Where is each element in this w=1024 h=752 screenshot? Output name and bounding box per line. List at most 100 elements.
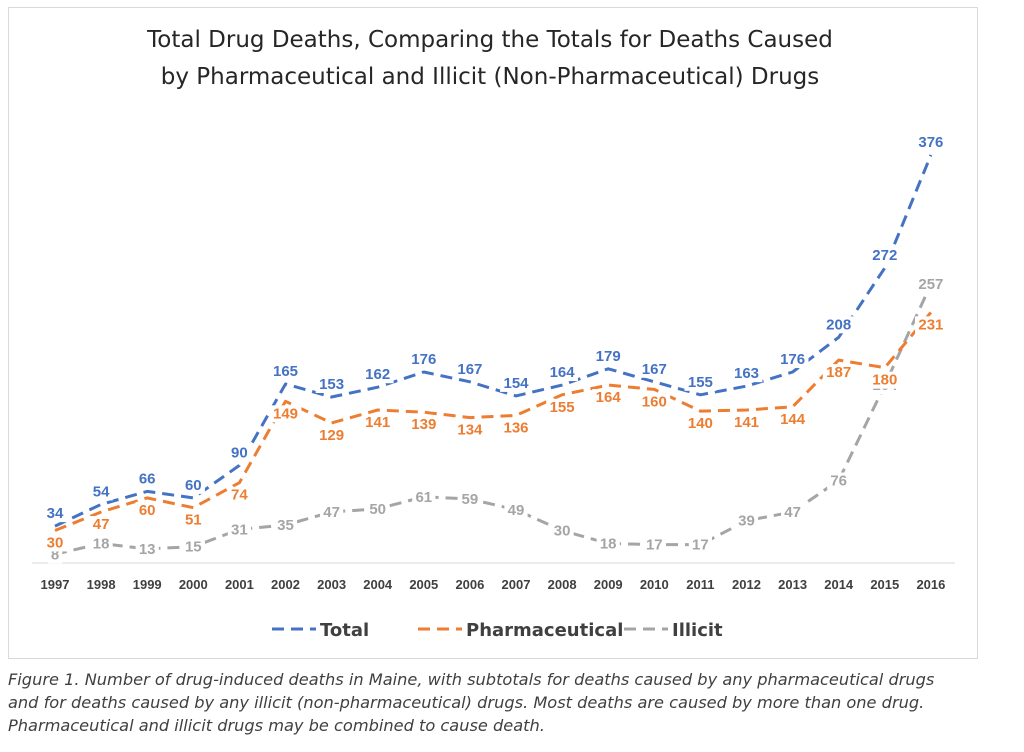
data-label-bg [596, 535, 620, 553]
data-label-bg [546, 364, 578, 382]
data-label-pharmaceutical: 47 [93, 516, 110, 533]
data-label-bg [135, 470, 159, 488]
data-label-bg [781, 504, 805, 522]
data-label-bg [592, 347, 625, 365]
data-label-total: 167 [457, 361, 482, 378]
chart-frame [8, 7, 978, 659]
data-label-illicit: 30 [554, 522, 571, 539]
data-label-total: 154 [503, 375, 529, 392]
data-label-bg [500, 419, 532, 437]
x-tick-label: 2006 [455, 577, 484, 592]
data-label-pharmaceutical: 140 [688, 415, 713, 432]
x-tick-label: 2008 [548, 577, 577, 592]
chart-title-line-1: Total Drug Deaths, Comparing the Totals … [147, 27, 833, 53]
data-label-illicit: 8 [51, 546, 59, 563]
x-tick-label: 2012 [732, 577, 761, 592]
data-label-total: 66 [139, 470, 156, 487]
data-label-total: 153 [319, 376, 344, 393]
chart-title-line-2: by Pharmaceutical and Illicit (Non-Pharm… [160, 64, 820, 90]
data-label-bg [776, 351, 809, 369]
x-tick-label: 2007 [502, 577, 531, 592]
data-label-bg [730, 414, 763, 432]
x-tick-label: 2004 [363, 577, 393, 592]
data-label-bg [454, 421, 486, 439]
data-label-pharmaceutical: 149 [273, 405, 298, 422]
data-label-pharmaceutical: 139 [411, 416, 436, 433]
data-label-illicit: 35 [277, 517, 294, 534]
data-label-total: 376 [918, 134, 943, 151]
data-label-illicit: 17 [692, 537, 709, 554]
data-label-illicit: 47 [784, 504, 801, 521]
data-label-illicit: 17 [646, 537, 663, 554]
data-label-pharmaceutical: 141 [734, 414, 759, 431]
data-label-pharmaceutical: 164 [596, 389, 622, 406]
data-label-pharmaceutical: 136 [503, 419, 528, 436]
data-label-pharmaceutical: 60 [139, 502, 156, 519]
data-label-bg [43, 534, 67, 552]
x-tick-label: 2013 [778, 577, 807, 592]
data-label-total: 54 [93, 483, 110, 500]
data-label-pharmaceutical: 160 [642, 393, 667, 410]
data-label-pharmaceutical: 51 [185, 512, 202, 529]
data-label-total: 167 [642, 361, 667, 378]
data-label-bg [550, 522, 574, 540]
data-label-bg [822, 316, 855, 334]
data-label-pharmaceutical: 129 [319, 427, 344, 444]
data-label-bg [320, 504, 344, 522]
data-label-illicit: 76 [830, 473, 847, 490]
x-tick-label: 2000 [179, 577, 208, 592]
x-tick-label: 2011 [686, 577, 714, 592]
data-label-bg [227, 521, 251, 539]
data-label-total: 165 [273, 363, 298, 380]
data-label-illicit: 31 [231, 521, 248, 538]
data-label-bg [181, 538, 205, 556]
data-label-bg [915, 134, 947, 152]
data-label-illicit: 257 [918, 276, 943, 293]
caption-line-3: Pharmaceutical and illicit drugs may be … [8, 716, 545, 735]
data-label-total: 176 [780, 351, 805, 368]
data-label-bg [868, 371, 901, 389]
x-tick-label: 2005 [409, 577, 438, 592]
data-label-illicit: 39 [738, 513, 755, 530]
data-label-bg [269, 405, 302, 423]
data-label-bg [868, 246, 901, 264]
caption-line-1: Figure 1. Number of drug-induced deaths … [8, 670, 935, 689]
data-label-bg [315, 427, 348, 445]
data-label-bg [915, 316, 947, 334]
data-label-bg [227, 444, 251, 462]
data-label-pharmaceutical: 141 [365, 414, 390, 431]
data-label-pharmaceutical: 155 [550, 399, 575, 416]
data-label-bg [638, 393, 671, 411]
data-label-total: 34 [47, 505, 64, 522]
data-label-bg [827, 472, 851, 490]
caption-line-2: and for deaths caused by any illicit (no… [8, 693, 925, 712]
data-label-bg [822, 364, 855, 382]
data-label-bg [89, 535, 113, 553]
data-label-bg [227, 486, 251, 504]
x-tick-label: 2014 [824, 577, 854, 592]
data-label-total: 164 [550, 364, 576, 381]
data-label-bg [89, 516, 113, 534]
x-tick-label: 1998 [87, 577, 116, 592]
data-label-pharmaceutical: 134 [457, 422, 483, 439]
data-label-bg [89, 483, 113, 501]
x-tick-label: 2002 [271, 577, 300, 592]
data-label-bg [181, 476, 205, 494]
data-label-bg [273, 517, 298, 535]
data-label-bg [181, 511, 205, 529]
data-label-bg [684, 415, 717, 433]
data-label-illicit: 18 [93, 535, 110, 552]
legend-label-illicit: Illicit [672, 620, 723, 641]
data-label-bg [730, 365, 763, 383]
data-label-pharmaceutical: 231 [918, 316, 943, 333]
data-label-bg [366, 500, 390, 518]
data-label-bg [361, 414, 394, 432]
series-line-total [54, 154, 933, 528]
x-tick-label: 2009 [594, 577, 623, 592]
data-label-total: 90 [231, 444, 248, 461]
data-label-bg [546, 398, 578, 416]
data-label-bg [135, 540, 159, 558]
data-label-bg [734, 512, 759, 530]
data-label-bg [684, 373, 717, 391]
